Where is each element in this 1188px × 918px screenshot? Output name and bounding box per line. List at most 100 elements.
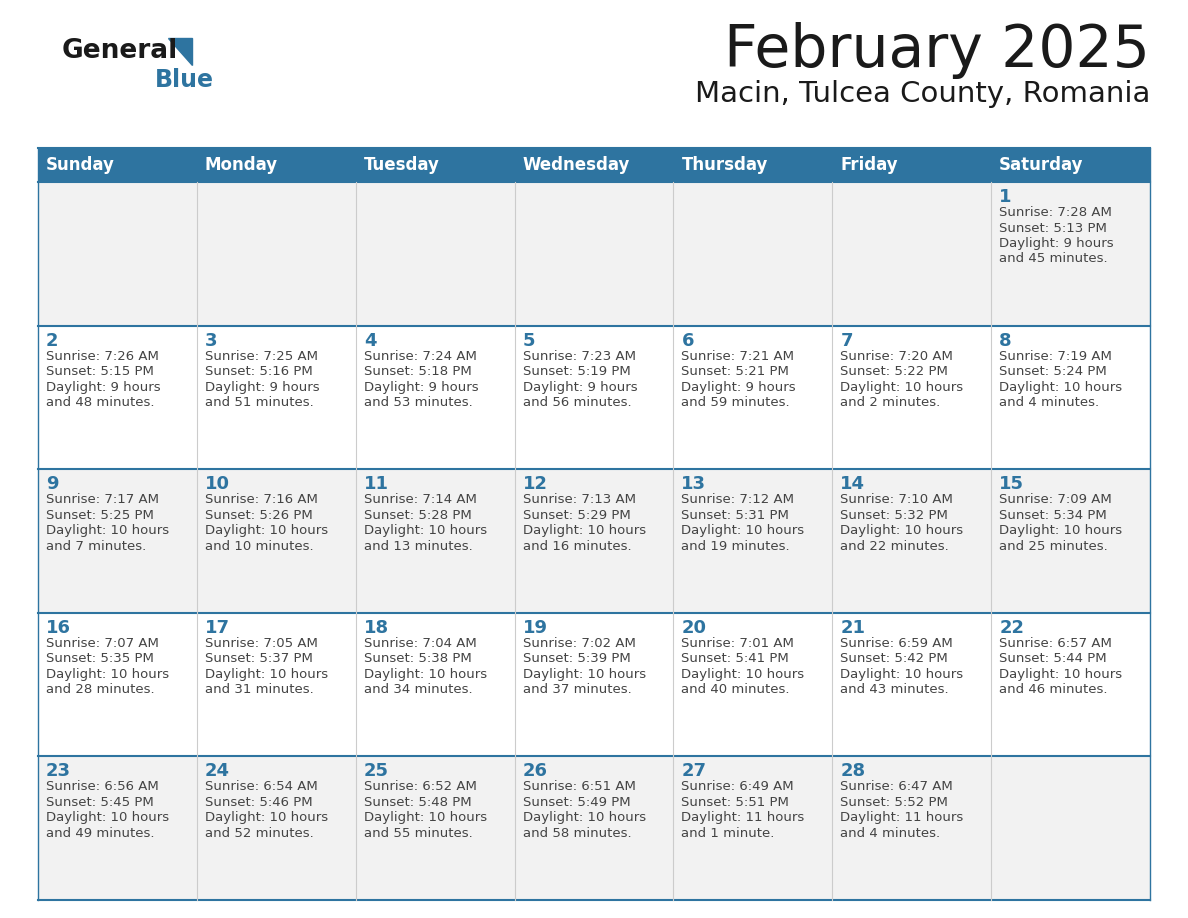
Text: Monday: Monday (204, 156, 278, 174)
Bar (38, 182, 1150, 326)
Text: and 55 minutes.: and 55 minutes. (364, 827, 473, 840)
Text: Sunset: 5:38 PM: Sunset: 5:38 PM (364, 653, 472, 666)
Text: 9: 9 (46, 476, 58, 493)
Text: Sunrise: 7:13 AM: Sunrise: 7:13 AM (523, 493, 636, 506)
Text: Sunset: 5:49 PM: Sunset: 5:49 PM (523, 796, 630, 809)
Text: 17: 17 (204, 619, 229, 637)
Text: Daylight: 10 hours: Daylight: 10 hours (204, 524, 328, 537)
Text: 3: 3 (204, 331, 217, 350)
Bar (38, 326, 1150, 469)
Text: Sunset: 5:41 PM: Sunset: 5:41 PM (682, 653, 789, 666)
Text: Sunset: 5:15 PM: Sunset: 5:15 PM (46, 365, 154, 378)
Text: 18: 18 (364, 619, 388, 637)
Bar (38, 148, 1150, 182)
Text: 22: 22 (999, 619, 1024, 637)
Text: Daylight: 9 hours: Daylight: 9 hours (46, 381, 160, 394)
Text: Sunset: 5:48 PM: Sunset: 5:48 PM (364, 796, 472, 809)
Text: Sunrise: 7:25 AM: Sunrise: 7:25 AM (204, 350, 318, 363)
Text: Sunrise: 6:49 AM: Sunrise: 6:49 AM (682, 780, 794, 793)
Text: 13: 13 (682, 476, 707, 493)
Text: Sunrise: 7:16 AM: Sunrise: 7:16 AM (204, 493, 317, 506)
Text: Daylight: 10 hours: Daylight: 10 hours (682, 524, 804, 537)
Text: and 58 minutes.: and 58 minutes. (523, 827, 631, 840)
Bar (38, 613, 1150, 756)
Text: 8: 8 (999, 331, 1012, 350)
Text: Sunrise: 7:14 AM: Sunrise: 7:14 AM (364, 493, 476, 506)
Text: Daylight: 10 hours: Daylight: 10 hours (46, 524, 169, 537)
Text: Sunrise: 6:56 AM: Sunrise: 6:56 AM (46, 780, 159, 793)
Text: Sunset: 5:19 PM: Sunset: 5:19 PM (523, 365, 631, 378)
Text: Sunset: 5:18 PM: Sunset: 5:18 PM (364, 365, 472, 378)
Text: 16: 16 (46, 619, 71, 637)
Text: Sunrise: 7:23 AM: Sunrise: 7:23 AM (523, 350, 636, 363)
Text: Sunrise: 6:59 AM: Sunrise: 6:59 AM (840, 637, 953, 650)
Text: 19: 19 (523, 619, 548, 637)
Text: Daylight: 10 hours: Daylight: 10 hours (523, 667, 646, 681)
Text: 23: 23 (46, 763, 71, 780)
Text: Daylight: 10 hours: Daylight: 10 hours (523, 812, 646, 824)
Text: Sunset: 5:34 PM: Sunset: 5:34 PM (999, 509, 1107, 521)
Text: and 59 minutes.: and 59 minutes. (682, 396, 790, 409)
Text: and 43 minutes.: and 43 minutes. (840, 683, 949, 696)
Text: Daylight: 10 hours: Daylight: 10 hours (364, 812, 487, 824)
Text: and 16 minutes.: and 16 minutes. (523, 540, 631, 553)
Text: 24: 24 (204, 763, 229, 780)
Text: Sunset: 5:42 PM: Sunset: 5:42 PM (840, 653, 948, 666)
Text: 20: 20 (682, 619, 707, 637)
Text: Sunrise: 7:09 AM: Sunrise: 7:09 AM (999, 493, 1112, 506)
Text: Daylight: 9 hours: Daylight: 9 hours (364, 381, 479, 394)
Text: Sunset: 5:37 PM: Sunset: 5:37 PM (204, 653, 312, 666)
Text: Sunset: 5:32 PM: Sunset: 5:32 PM (840, 509, 948, 521)
Text: and 22 minutes.: and 22 minutes. (840, 540, 949, 553)
Text: Sunset: 5:16 PM: Sunset: 5:16 PM (204, 365, 312, 378)
Text: and 45 minutes.: and 45 minutes. (999, 252, 1107, 265)
Text: General: General (62, 38, 178, 64)
Text: Sunset: 5:31 PM: Sunset: 5:31 PM (682, 509, 789, 521)
Text: Sunset: 5:22 PM: Sunset: 5:22 PM (840, 365, 948, 378)
Text: and 46 minutes.: and 46 minutes. (999, 683, 1107, 696)
Text: 6: 6 (682, 331, 694, 350)
Text: Daylight: 11 hours: Daylight: 11 hours (840, 812, 963, 824)
Text: Sunrise: 6:47 AM: Sunrise: 6:47 AM (840, 780, 953, 793)
Text: Sunrise: 7:19 AM: Sunrise: 7:19 AM (999, 350, 1112, 363)
Bar (38, 756, 1150, 900)
Text: 25: 25 (364, 763, 388, 780)
Text: Daylight: 10 hours: Daylight: 10 hours (364, 524, 487, 537)
Bar (38, 469, 1150, 613)
Text: Sunset: 5:52 PM: Sunset: 5:52 PM (840, 796, 948, 809)
Text: Daylight: 10 hours: Daylight: 10 hours (204, 667, 328, 681)
Polygon shape (168, 38, 192, 65)
Text: and 25 minutes.: and 25 minutes. (999, 540, 1108, 553)
Text: Sunset: 5:24 PM: Sunset: 5:24 PM (999, 365, 1107, 378)
Text: 21: 21 (840, 619, 865, 637)
Text: 28: 28 (840, 763, 865, 780)
Text: Sunrise: 7:07 AM: Sunrise: 7:07 AM (46, 637, 159, 650)
Text: and 4 minutes.: and 4 minutes. (840, 827, 941, 840)
Text: Sunset: 5:28 PM: Sunset: 5:28 PM (364, 509, 472, 521)
Text: Macin, Tulcea County, Romania: Macin, Tulcea County, Romania (695, 80, 1150, 108)
Text: Blue: Blue (154, 68, 214, 92)
Text: Sunrise: 7:01 AM: Sunrise: 7:01 AM (682, 637, 795, 650)
Text: 11: 11 (364, 476, 388, 493)
Text: and 2 minutes.: and 2 minutes. (840, 396, 941, 409)
Text: 15: 15 (999, 476, 1024, 493)
Text: Sunrise: 7:04 AM: Sunrise: 7:04 AM (364, 637, 476, 650)
Text: Daylight: 9 hours: Daylight: 9 hours (999, 237, 1114, 250)
Text: and 51 minutes.: and 51 minutes. (204, 396, 314, 409)
Text: Sunrise: 7:28 AM: Sunrise: 7:28 AM (999, 206, 1112, 219)
Text: Daylight: 10 hours: Daylight: 10 hours (682, 667, 804, 681)
Text: 27: 27 (682, 763, 707, 780)
Text: and 4 minutes.: and 4 minutes. (999, 396, 1099, 409)
Text: Daylight: 10 hours: Daylight: 10 hours (204, 812, 328, 824)
Text: 4: 4 (364, 331, 377, 350)
Text: and 48 minutes.: and 48 minutes. (46, 396, 154, 409)
Text: Daylight: 10 hours: Daylight: 10 hours (999, 381, 1123, 394)
Text: Daylight: 10 hours: Daylight: 10 hours (46, 667, 169, 681)
Text: Saturday: Saturday (999, 156, 1083, 174)
Text: Sunrise: 6:54 AM: Sunrise: 6:54 AM (204, 780, 317, 793)
Text: 1: 1 (999, 188, 1012, 206)
Text: Sunset: 5:35 PM: Sunset: 5:35 PM (46, 653, 154, 666)
Text: Sunset: 5:21 PM: Sunset: 5:21 PM (682, 365, 789, 378)
Text: Sunrise: 7:05 AM: Sunrise: 7:05 AM (204, 637, 317, 650)
Text: and 13 minutes.: and 13 minutes. (364, 540, 473, 553)
